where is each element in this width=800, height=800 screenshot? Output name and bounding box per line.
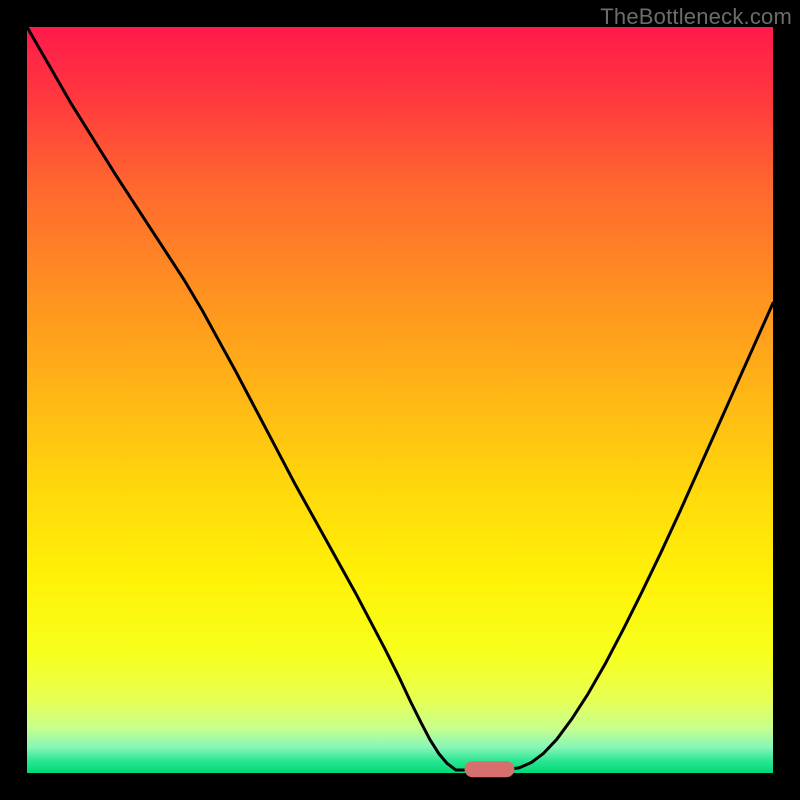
chart-frame: TheBottleneck.com [0, 0, 800, 800]
bottleneck-chart [0, 0, 800, 800]
plot-background [27, 27, 773, 773]
watermark-text: TheBottleneck.com [600, 4, 792, 30]
optimum-marker [465, 761, 515, 777]
